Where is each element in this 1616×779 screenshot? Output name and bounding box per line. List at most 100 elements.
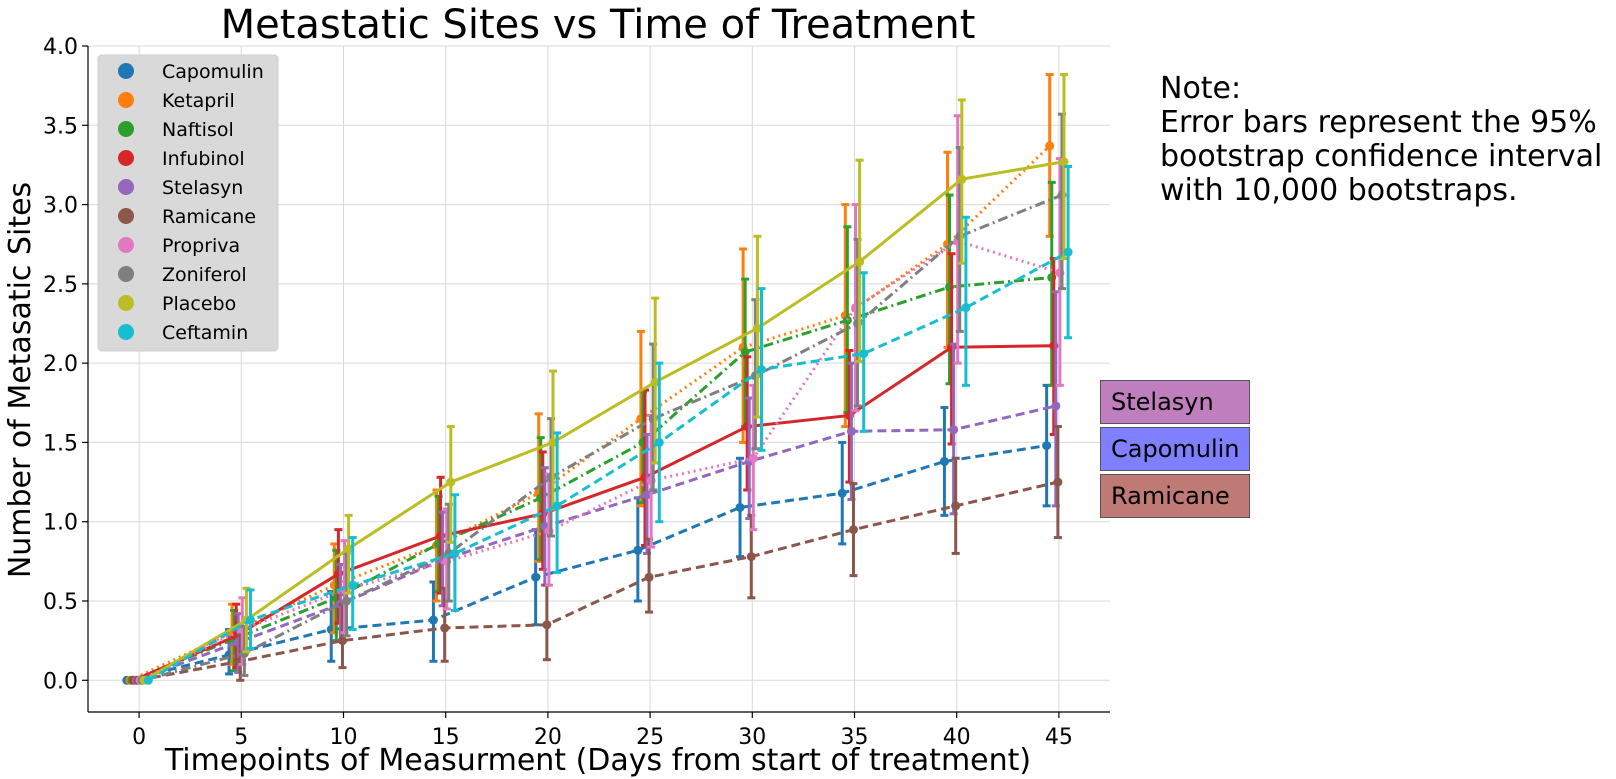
legend-box — [97, 54, 279, 352]
label-box-capomulin: Capomulin — [1100, 427, 1250, 471]
data-point — [746, 552, 756, 562]
legend-marker — [118, 324, 134, 340]
x-tick-label: 0 — [132, 725, 146, 750]
data-point — [450, 548, 460, 558]
data-point — [855, 257, 865, 267]
y-axis-label: Number of Metasatic Sites — [3, 182, 38, 578]
legend: Capomulin Ketapril Naftisol Infubinol Stelas… — [97, 54, 279, 352]
data-point — [552, 501, 562, 511]
data-point — [756, 364, 766, 374]
legend-entry: Ketapril — [162, 90, 235, 112]
data-point — [342, 596, 352, 606]
note-line: bootstrap confidence interval — [1160, 139, 1603, 174]
series-line — [147, 250, 1069, 682]
data-point — [859, 349, 869, 359]
data-point — [143, 675, 153, 685]
data-point — [1051, 401, 1061, 411]
x-tick-label: 10 — [330, 725, 358, 750]
y-tick-label: 2.0 — [43, 352, 78, 377]
legend-entry: Ramicane — [162, 206, 256, 228]
series-placebo — [139, 73, 1069, 685]
x-tick-label: 5 — [234, 725, 248, 750]
data-point — [848, 525, 858, 535]
legend-marker — [118, 208, 134, 224]
y-tick-label: 0.0 — [43, 669, 78, 694]
data-point — [642, 490, 652, 500]
data-point — [957, 174, 967, 184]
note-line: Note: — [1160, 71, 1242, 106]
data-point — [428, 615, 438, 625]
data-point — [654, 437, 664, 447]
series-ceftamin — [143, 165, 1073, 685]
series-line — [131, 276, 1052, 682]
legend-marker — [118, 150, 134, 166]
data-point — [548, 437, 558, 447]
legend-entry: Naftisol — [162, 119, 234, 141]
series-line — [143, 160, 1065, 682]
data-point — [337, 636, 347, 646]
data-point — [344, 544, 354, 554]
legend-marker — [118, 92, 134, 108]
note-annotation: Note: Error bars represent the 95% boots… — [1160, 72, 1602, 208]
x-tick-label: 35 — [841, 725, 869, 750]
x-tick-label: 20 — [534, 725, 562, 750]
note-line: Error bars represent the 95% — [1160, 105, 1597, 140]
data-point — [846, 426, 856, 436]
legend-entry: Ceftamin — [162, 322, 248, 344]
data-point — [1059, 157, 1069, 167]
legend-entry: Zoniferol — [162, 264, 247, 286]
data-point — [245, 615, 255, 625]
legend-entry: Propriva — [162, 235, 240, 257]
data-point — [752, 323, 762, 333]
series-line — [137, 480, 1059, 682]
data-point — [748, 453, 758, 463]
series-layer — [122, 73, 1073, 685]
x-tick-label: 25 — [636, 725, 664, 750]
series-line — [139, 239, 1061, 682]
legend-marker — [118, 179, 134, 195]
legend-marker — [118, 295, 134, 311]
legend-entry: Infubinol — [162, 148, 245, 170]
x-axis-label: Timepoints of Measurment (Days from star… — [164, 743, 1031, 778]
label-box-stelasyn: Stelasyn — [1100, 380, 1250, 424]
data-point — [1063, 247, 1073, 257]
x-tick-label: 45 — [1045, 725, 1073, 750]
y-tick-label: 2.5 — [43, 273, 78, 298]
y-tick-label: 0.5 — [43, 590, 78, 615]
y-tick-label: 1.0 — [43, 511, 78, 536]
data-point — [348, 580, 358, 590]
legend-entry: Stelasyn — [162, 177, 243, 199]
y-tick-label: 3.5 — [43, 114, 78, 139]
legend-marker — [118, 266, 134, 282]
data-point — [1042, 441, 1052, 451]
data-point — [650, 377, 660, 387]
legend-marker — [118, 237, 134, 253]
data-point — [949, 425, 959, 435]
data-point — [440, 623, 450, 633]
data-point — [1053, 477, 1063, 487]
legend-marker — [118, 63, 134, 79]
series-capomulin — [122, 383, 1052, 685]
data-point — [939, 456, 949, 466]
data-point — [644, 572, 654, 582]
x-tick-label: 40 — [943, 725, 971, 750]
data-point — [446, 477, 456, 487]
legend-entry: Placebo — [162, 293, 236, 315]
series-line — [135, 404, 1057, 682]
legend-entry: Capomulin — [162, 61, 264, 83]
series-ramicane — [133, 425, 1063, 685]
y-tick-label: 4.0 — [43, 35, 78, 60]
series-line — [141, 193, 1063, 682]
y-tick-label: 3.0 — [43, 194, 78, 219]
data-point — [1045, 141, 1055, 151]
data-point — [531, 572, 541, 582]
data-point — [542, 620, 552, 630]
data-point — [735, 502, 745, 512]
label-box-ramicane: Ramicane — [1100, 474, 1250, 518]
data-point — [633, 545, 643, 555]
series-line — [133, 344, 1054, 682]
legend-marker — [118, 121, 134, 137]
series-line — [126, 444, 1047, 682]
x-tick-label: 30 — [738, 725, 766, 750]
